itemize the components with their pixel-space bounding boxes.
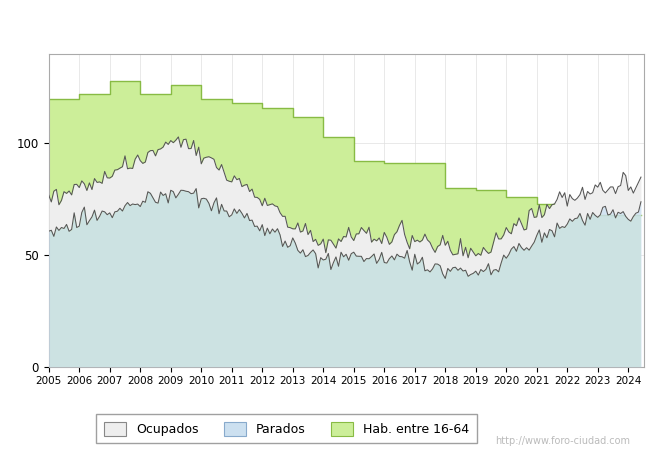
Legend: Ocupados, Parados, Hab. entre 16-64: Ocupados, Parados, Hab. entre 16-64	[96, 414, 477, 443]
Text: Cerezo de Abajo - Evolucion de la poblacion en edad de Trabajar Mayo de 2024: Cerezo de Abajo - Evolucion de la poblac…	[35, 15, 615, 30]
Text: http://www.foro-ciudad.com: http://www.foro-ciudad.com	[495, 436, 630, 446]
